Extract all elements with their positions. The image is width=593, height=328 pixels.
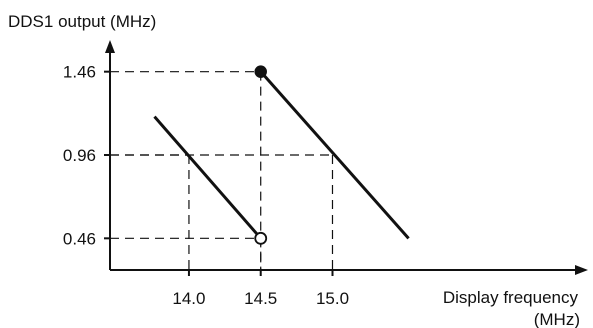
plot-area: 1.46 0.96 0.46 14.0 14.5 15.0 bbox=[63, 40, 588, 308]
open-circle-marker bbox=[254, 231, 268, 245]
x-axis-label: Display frequency bbox=[443, 288, 579, 307]
y-axis-label: DDS1 output (MHz) bbox=[8, 12, 156, 31]
x-tick-label: 15.0 bbox=[316, 289, 349, 308]
series-line-2 bbox=[259, 70, 410, 240]
x-axis-arrowhead bbox=[575, 265, 588, 275]
y-tick-label: 0.46 bbox=[63, 229, 96, 248]
x-axis-unit-label: (MHz) bbox=[534, 310, 580, 328]
y-tick-label: 1.46 bbox=[63, 63, 96, 82]
x-tick-label: 14.5 bbox=[244, 289, 277, 308]
filled-circle-marker bbox=[254, 65, 267, 78]
series-line-1 bbox=[153, 115, 262, 240]
x-tick-label: 14.0 bbox=[172, 289, 205, 308]
y-axis-arrowhead bbox=[105, 40, 115, 53]
y-tick-label: 0.96 bbox=[63, 146, 96, 165]
